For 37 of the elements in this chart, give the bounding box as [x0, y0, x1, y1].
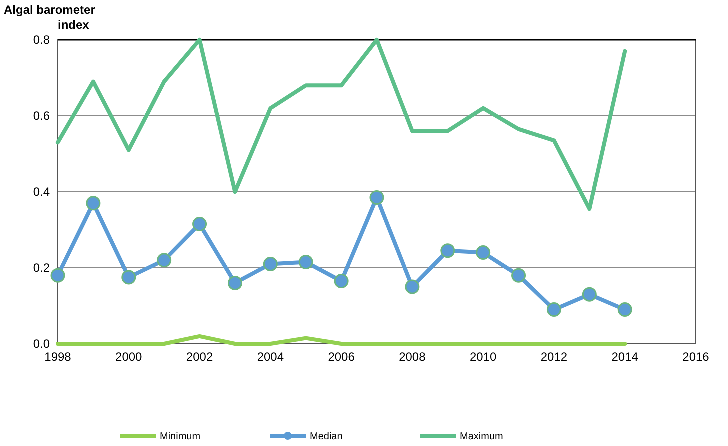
x-tick-label: 2014: [612, 350, 639, 364]
point: [405, 280, 420, 294]
x-tick-label: 2010: [470, 350, 498, 364]
y-tick-label: 0.2: [33, 261, 50, 276]
point: [370, 190, 384, 205]
x-tick-label: 1998: [44, 350, 72, 364]
point: [228, 276, 242, 290]
point: [546, 302, 562, 318]
point: [50, 268, 66, 283]
line-series: [56, 38, 628, 212]
point: [298, 255, 314, 270]
x-tick-label: 2000: [116, 350, 143, 364]
x-tick-label: 2016: [682, 350, 710, 364]
legend-label: Minimum: [160, 432, 201, 442]
point: [157, 253, 172, 268]
y-axis-title: Algal barometer index: [4, 3, 96, 32]
x-tick-label: 2002: [186, 350, 214, 364]
legend-label: Maximum: [460, 432, 504, 442]
y-tick-label: 0.4: [33, 185, 50, 200]
point: [476, 246, 491, 260]
point: [192, 217, 208, 232]
y-tick-label: 0.8: [33, 33, 50, 48]
point: [122, 270, 136, 285]
x-tick-label: 2008: [399, 350, 426, 364]
x-tick-label: 2012: [540, 350, 568, 364]
y-tick-label: 0.0: [33, 337, 50, 352]
point: [440, 244, 456, 258]
point: [512, 268, 526, 283]
x-tick-label: 2004: [257, 350, 284, 364]
point: [334, 274, 349, 289]
legend-label: Median: [310, 432, 343, 442]
point: [618, 302, 632, 318]
y-tick-label: 0.6: [33, 109, 50, 124]
point: [582, 287, 597, 302]
x-tick-label: 2006: [328, 350, 356, 364]
point: [263, 256, 278, 272]
point: [86, 196, 101, 211]
